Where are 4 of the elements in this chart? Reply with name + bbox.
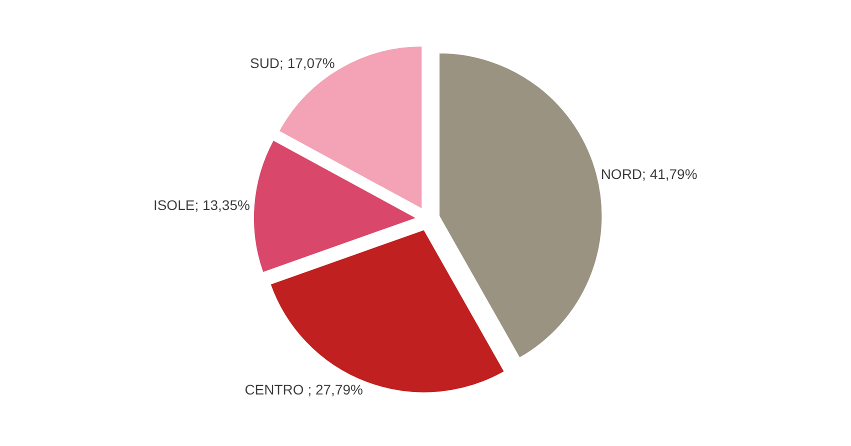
slice-label: NORD; 41,79% bbox=[600, 166, 698, 182]
slice-label: SUD; 17,07% bbox=[250, 54, 335, 71]
slice-label: ISOLE; 13,35% bbox=[153, 197, 250, 214]
slice-label: CENTRO ; 27,79% bbox=[244, 382, 363, 398]
